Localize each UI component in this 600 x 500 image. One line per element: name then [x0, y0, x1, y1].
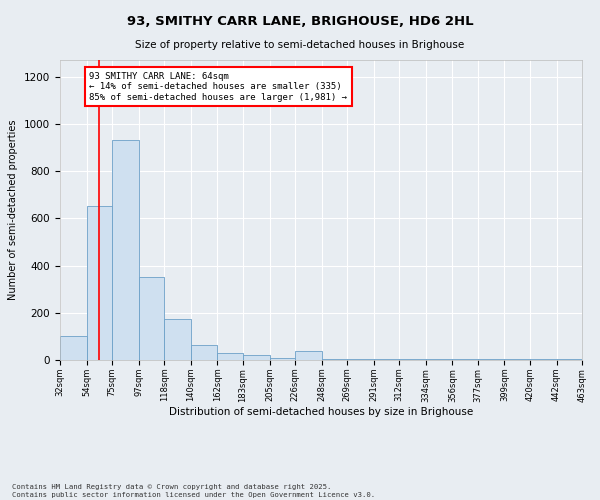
Text: Contains HM Land Registry data © Crown copyright and database right 2025.
Contai: Contains HM Land Registry data © Crown c… — [12, 484, 375, 498]
Bar — [112, 140, 139, 360]
Bar — [374, 359, 399, 360]
Text: 93, SMITHY CARR LANE, BRIGHOUSE, HD6 2HL: 93, SMITHY CARR LANE, BRIGHOUSE, HD6 2HL — [127, 15, 473, 28]
Y-axis label: Number of semi-detached properties: Number of semi-detached properties — [8, 120, 19, 300]
Text: Size of property relative to semi-detached houses in Brighouse: Size of property relative to semi-detach… — [136, 40, 464, 50]
Bar — [399, 359, 426, 360]
X-axis label: Distribution of semi-detached houses by size in Brighouse: Distribution of semi-detached houses by … — [169, 407, 473, 417]
Bar — [164, 318, 191, 360]
Bar — [322, 359, 347, 360]
Bar — [60, 336, 86, 360]
Bar — [191, 344, 217, 360]
Bar — [217, 353, 243, 360]
Bar — [139, 278, 164, 360]
Bar — [347, 359, 374, 360]
Bar — [86, 206, 112, 360]
Bar — [295, 350, 322, 360]
Text: 93 SMITHY CARR LANE: 64sqm
← 14% of semi-detached houses are smaller (335)
85% o: 93 SMITHY CARR LANE: 64sqm ← 14% of semi… — [89, 72, 347, 102]
Bar — [243, 356, 269, 360]
Bar — [269, 358, 295, 360]
